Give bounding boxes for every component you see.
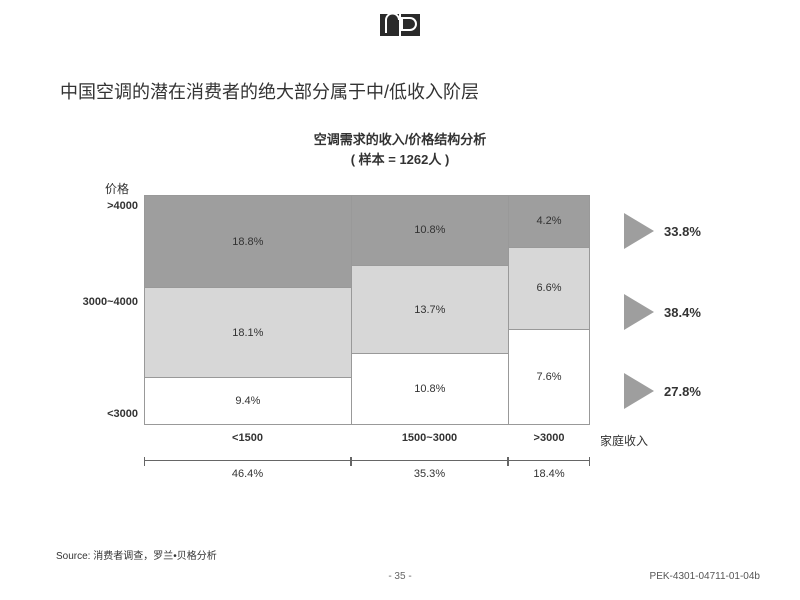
y-tick-2: <3000 <box>78 408 138 420</box>
source-text: 消费者调查，罗兰•贝格分析 <box>93 551 217 562</box>
mosaic-cell-0-0: 18.8% <box>145 196 351 288</box>
col-width-1: 35.3% <box>351 468 508 480</box>
row-total-0: 33.8% <box>664 224 701 239</box>
chart-title: 空调需求的收入/价格结构分析 ( 样本 = 1262人 ) <box>0 130 800 169</box>
row-total-1: 38.4% <box>664 305 701 320</box>
mosaic-cell-2-0: 4.2% <box>509 196 589 248</box>
chart-title-line1: 空调需求的收入/价格结构分析 <box>314 132 487 147</box>
x-tick-2: >3000 <box>508 432 590 444</box>
y-axis-label: 价格 <box>105 180 129 197</box>
page-title: 中国空调的潜在消费者的绝大部分属于中/低收入阶层 <box>60 78 479 104</box>
row-total-2: 27.8% <box>664 384 701 399</box>
row-arrow-2 <box>624 373 654 409</box>
mosaic-column-2: 4.2%6.6%7.6% <box>508 196 590 424</box>
row-arrow-0 <box>624 213 654 249</box>
mosaic-column-1: 10.8%13.7%10.8% <box>351 196 508 424</box>
x-axis-label: 家庭收入 <box>600 432 648 449</box>
row-arrow-1 <box>624 294 654 330</box>
y-tick-1: 3000~4000 <box>78 296 138 308</box>
mosaic-cell-1-2: 10.8% <box>352 354 508 424</box>
mosaic-column-0: 18.8%18.1%9.4% <box>144 196 351 424</box>
source-line: Source: 消费者调查，罗兰•贝格分析 <box>56 547 217 562</box>
chart-title-line2: ( 样本 = 1262人 ) <box>351 152 450 167</box>
mosaic-cell-1-0: 10.8% <box>352 196 508 266</box>
y-tick-0: >4000 <box>78 200 138 212</box>
mosaic-cell-0-1: 18.1% <box>145 288 351 377</box>
col-width-0: 46.4% <box>144 468 351 480</box>
brand-logo <box>380 14 420 36</box>
col-width-2: 18.4% <box>508 468 590 480</box>
mosaic-cell-1-1: 13.7% <box>352 266 508 354</box>
x-tick-0: <1500 <box>144 432 351 444</box>
x-tick-1: 1500~3000 <box>351 432 508 444</box>
mosaic-cell-2-1: 6.6% <box>509 248 589 330</box>
doc-id: PEK-4301-04711-01-04b <box>650 571 760 582</box>
mosaic-cell-0-2: 9.4% <box>145 378 351 424</box>
source-prefix: Source: <box>56 551 93 562</box>
mosaic-chart: 18.8%18.1%9.4%10.8%13.7%10.8%4.2%6.6%7.6… <box>144 195 590 425</box>
mosaic-cell-2-2: 7.6% <box>509 330 589 424</box>
